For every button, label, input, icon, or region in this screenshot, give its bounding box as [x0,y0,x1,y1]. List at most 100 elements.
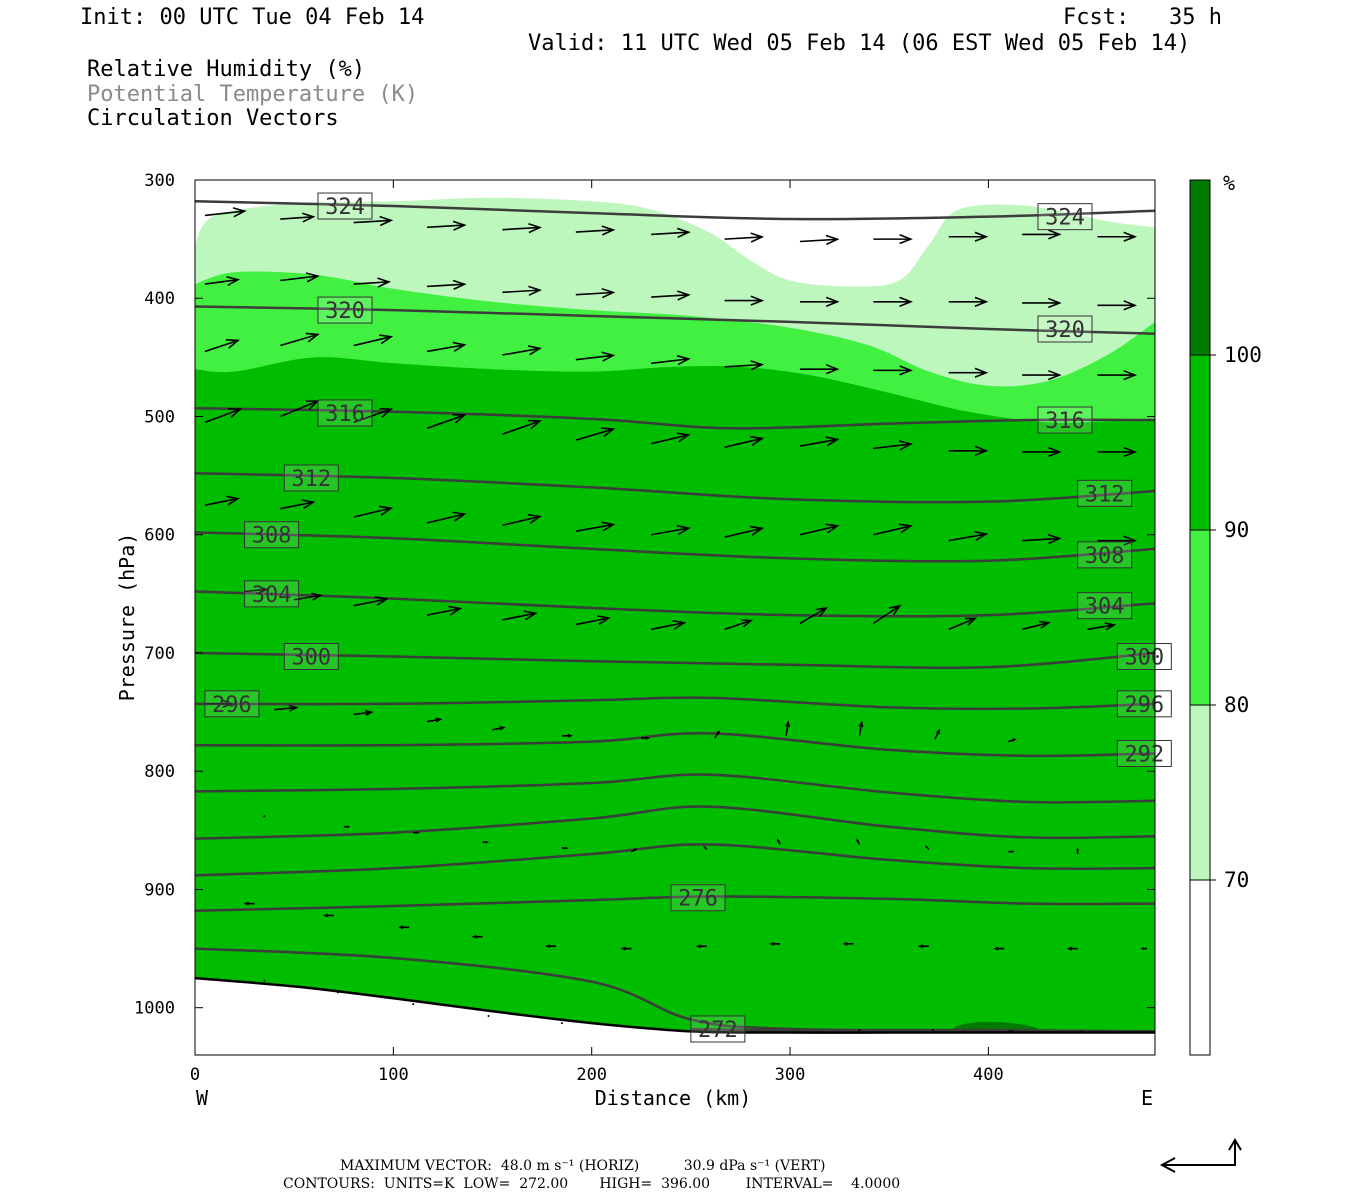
theta-contour-316 [195,406,1155,430]
vector-shaft [502,289,540,294]
vector-shaft [575,354,614,361]
colorbar-frame [1189,179,1211,1056]
vector-head [825,234,840,246]
vector-head [346,825,351,829]
theta-contour-292 [195,731,1155,758]
vector-shaft [651,527,689,536]
vector-4 [502,222,543,234]
vector-head [676,227,691,238]
vector-head [601,427,616,438]
vector-dot [263,815,266,818]
vector-head [974,296,989,307]
vector-1 [280,212,316,223]
vector-shaft [785,722,790,736]
theta-label-text: 312 [291,467,331,492]
vector-59 [724,525,765,538]
vector-6 [651,227,691,238]
vector-shaft [353,598,387,607]
vector-head [750,295,765,306]
vector-head [1048,369,1062,381]
vector-56 [502,513,542,527]
vector-68 [426,605,463,616]
vector-head [1012,738,1017,742]
vector-shaft [502,515,541,527]
vector-head [226,276,241,287]
vector-head [620,946,626,951]
contour-labels: 324 324 320 320 316 316 312 312 308 308 304 304 300 3… [204,192,1172,1043]
vector-99 [925,845,930,850]
vector-shaft [280,501,314,510]
theta-contour-296 [195,696,1155,711]
vector-114 [1140,947,1148,950]
vector-head [1123,300,1138,311]
theta-label-text: 308 [252,524,292,549]
field-label-rh: Relative Humidity (%) [87,57,366,82]
vector-shaft [651,434,689,445]
vector-72 [724,619,754,631]
vector-shaft [204,278,239,285]
vector-shaft [353,507,392,518]
vector-head [365,709,374,716]
max-vector-note: MAXIMUM VECTOR: 48.0 m s⁻¹ (HORIZ) 30.9 … [340,1158,826,1174]
vector-31 [575,351,616,362]
vector-shaft [799,238,838,243]
vector-shaft [274,706,297,711]
theta-contour-324 [195,200,1155,221]
vector-95 [631,848,638,853]
vector-head [676,432,691,443]
vector-43 [502,419,542,435]
vector-head [898,523,913,534]
y-tick-label-800: 800 [144,762,175,782]
vector-dot [336,991,339,994]
vector-85 [714,729,721,739]
theta-contour-9 [195,773,1155,804]
vector-head [1123,231,1138,242]
vector-49 [948,445,989,456]
vector-28 [353,334,394,347]
vector-97 [776,838,781,845]
vector-head [858,720,864,728]
theta-label-292-0: 292 [1116,739,1172,767]
theta-label-box [690,1015,746,1043]
init-time: Init: 00 UTC Tue 04 Feb 14 [80,5,425,30]
theta-contour-304 [195,590,1155,618]
theta-label-text: 316 [325,402,365,427]
vector-shaft [204,497,239,506]
vector-77 [1087,622,1117,631]
theta-label-300-1: 300 [1116,643,1172,671]
vector-head [703,845,706,849]
vector-head [528,222,543,234]
vector-12 [1097,231,1138,242]
vector-32 [651,355,691,366]
theta-label-324-1: 324 [1037,203,1093,231]
vector-19 [651,290,691,301]
theta-label-box [317,296,373,324]
theta-label-box [1037,406,1093,434]
vector-shaft [1021,621,1049,631]
y-tick-label-1000: 1000 [134,999,175,1019]
vector-44 [575,427,616,441]
vector-head [676,355,691,366]
colorbar-unit: % [1223,171,1235,195]
vector-shaft [353,335,392,347]
colorbar-segment-4 [1190,880,1210,1055]
colorbar-label-90: 90 [1224,518,1249,542]
vector-head [228,408,243,418]
y-tick-label-500: 500 [144,407,175,427]
vector-head [936,728,941,734]
vector-head [965,617,978,626]
vector-shaft [724,619,752,631]
vector-89 [1007,738,1017,743]
vector-21 [799,296,840,307]
vector-head [856,838,860,842]
vector-88 [934,728,941,740]
vector-17 [502,285,543,296]
vector-dot [560,1022,563,1025]
theta-label-box [317,192,373,220]
vector-head [825,364,840,375]
vector-head [452,341,467,352]
vector-shaft [244,588,267,593]
vector-head [1123,446,1138,458]
vector-head [1076,847,1079,852]
vector-head [527,419,542,430]
